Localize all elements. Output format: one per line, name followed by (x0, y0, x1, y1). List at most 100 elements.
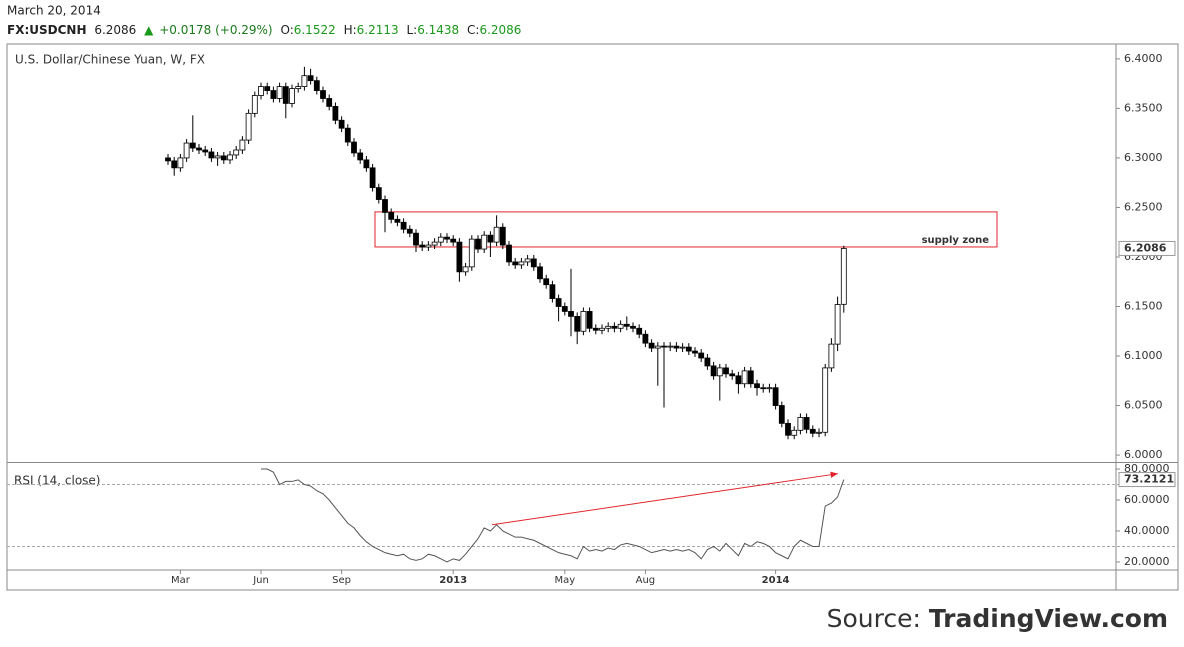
candle-body (723, 367, 729, 375)
candle-body (264, 86, 271, 91)
candle-body (233, 149, 240, 156)
candle-body (729, 373, 736, 377)
candle-body (822, 367, 829, 433)
candle-body (692, 350, 698, 354)
candle-body (313, 80, 320, 91)
candle-body (282, 86, 289, 104)
candle-body (419, 244, 426, 248)
candle-body (599, 327, 605, 331)
candle-body (530, 258, 537, 268)
candle-body (462, 266, 469, 273)
candle-body (258, 86, 264, 96)
candle-body (561, 306, 568, 312)
last-price-label: 6.2086 (1124, 241, 1167, 254)
candle-body (617, 323, 624, 329)
candle-body (425, 244, 432, 248)
candle-body (444, 236, 450, 240)
candle-body (493, 226, 500, 243)
o-label: O: (280, 23, 293, 37)
candle-body (574, 315, 581, 332)
candle-body (623, 323, 630, 327)
x-tick-label: Sep (332, 575, 351, 586)
candle-body (369, 167, 376, 189)
source-prefix: Source: (827, 604, 921, 633)
y-tick-label: 6.3500 (1124, 101, 1163, 114)
candle-body (171, 160, 178, 169)
candle-body (698, 352, 705, 359)
candle-body (754, 383, 760, 389)
y-tick-label: 6.2500 (1124, 200, 1163, 213)
candle-body (295, 86, 302, 89)
candle-body (388, 211, 395, 220)
candle-body (326, 98, 333, 107)
candle-body (735, 375, 742, 385)
candle-body (772, 387, 779, 406)
candle-body (648, 342, 655, 349)
candle-body (834, 304, 841, 345)
candle-body (555, 298, 562, 307)
candle-body (183, 142, 190, 159)
candle-body (506, 244, 512, 263)
rsi-tick-label: 60.0000 (1124, 493, 1170, 506)
y-tick-label: 6.4000 (1124, 52, 1163, 65)
candle-body (636, 327, 643, 335)
rsi-tick-label: 40.0000 (1124, 524, 1170, 537)
candle-body (667, 345, 674, 348)
candle-body (785, 422, 791, 436)
rsi-line (261, 468, 845, 563)
candle-body (375, 187, 382, 200)
candle-body (592, 327, 599, 331)
candle-body (840, 248, 847, 305)
candle-body (791, 429, 798, 436)
candle-body (177, 157, 184, 169)
x-tick-label: 2013 (439, 575, 467, 586)
candle-body (165, 157, 171, 162)
candle-body (654, 345, 661, 349)
candle-body (208, 151, 215, 159)
rsi-tick-label: 20.0000 (1124, 555, 1170, 568)
candle-body (239, 139, 246, 151)
candle-body (580, 311, 587, 332)
candle-body (400, 221, 407, 230)
candle-body (487, 234, 494, 243)
x-tick-label: Jun (252, 575, 269, 586)
candle-body (797, 417, 804, 431)
candle-body (413, 232, 419, 246)
candle-body (456, 241, 463, 273)
candle-body (196, 147, 202, 151)
candle-body (549, 284, 556, 299)
candle-body (741, 370, 748, 385)
candle-body (270, 90, 277, 99)
candle-body (605, 325, 612, 329)
c-value: 6.2086 (479, 23, 521, 37)
candle-body (189, 142, 196, 149)
candle-body (227, 154, 233, 161)
candle-body (499, 226, 506, 246)
y-tick-label: 6.3000 (1124, 151, 1163, 164)
candle-body (307, 75, 314, 82)
candle-body (716, 367, 723, 377)
candle-body (710, 365, 717, 377)
rsi-tick-label: 80.0000 (1124, 462, 1170, 475)
candle-body (245, 112, 252, 141)
candle-body (685, 346, 692, 352)
candle-body (661, 345, 667, 348)
candle-body (202, 149, 209, 153)
candle-body (537, 266, 543, 280)
candle-body (220, 155, 227, 161)
candle-body (251, 95, 258, 114)
x-tick-label: May (554, 575, 575, 586)
candle-body (630, 325, 636, 329)
l-value: 6.1438 (417, 23, 459, 37)
x-tick-label: Mar (171, 575, 191, 586)
candle-body (431, 241, 438, 246)
candle-body (828, 343, 835, 369)
candle-body (611, 325, 618, 329)
c-label: C: (467, 23, 479, 37)
chart-title: U.S. Dollar/Chinese Yuan, W, FX (15, 53, 205, 67)
candle-body (586, 311, 593, 329)
candle-body (809, 428, 816, 434)
candle-body (747, 370, 754, 385)
candle-body (481, 234, 488, 250)
header-line: FX:USDCNH 6.2086 ▲ +0.0178 (+0.29%) O:6.… (7, 23, 521, 37)
